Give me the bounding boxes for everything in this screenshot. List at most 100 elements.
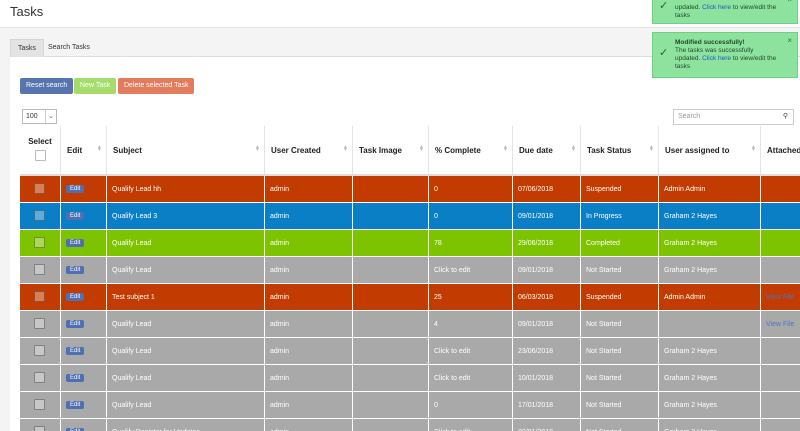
task-row: Edit Qualify Register for Updates admin Cli… bbox=[20, 418, 800, 431]
cell: 0 bbox=[428, 391, 513, 419]
cell-text: Graham 2 Hayes bbox=[664, 429, 717, 431]
cell-text: 23/06/2018 bbox=[518, 347, 554, 355]
cell-text[interactable]: 0 bbox=[434, 185, 438, 193]
cell-text[interactable]: Click to edit bbox=[434, 266, 471, 274]
cell-text: Suspended bbox=[586, 185, 622, 193]
cell: Suspended bbox=[580, 283, 659, 311]
cell-text[interactable]: 78 bbox=[434, 239, 442, 247]
edit-button[interactable]: Edit bbox=[66, 320, 85, 328]
cell: admin bbox=[264, 229, 353, 257]
task-row: Edit Qualify Lead hh admin 0 07/06/2018 Suspe… bbox=[20, 175, 800, 203]
cell bbox=[20, 310, 61, 338]
sort-icon: ▲ ▼ bbox=[751, 144, 756, 153]
checkbox[interactable] bbox=[34, 236, 45, 248]
cell: Graham 2 Hayes bbox=[658, 418, 761, 431]
button[interactable]: Reset search bbox=[20, 78, 74, 94]
cell bbox=[352, 418, 429, 431]
toast-link[interactable]: Click here bbox=[702, 4, 732, 11]
cell-text[interactable]: Click to edit bbox=[434, 347, 471, 355]
cell-text: admin bbox=[270, 347, 290, 355]
cell: 06/03/2018 bbox=[512, 283, 581, 311]
cell: Qualify Lead bbox=[106, 391, 265, 419]
button[interactable]: New Task bbox=[74, 78, 117, 94]
check-icon: ✓ bbox=[659, 0, 669, 12]
column-header: Due date ▲ ▼ bbox=[512, 126, 581, 176]
toast-link[interactable]: Click here bbox=[702, 55, 732, 62]
cell: View File bbox=[760, 310, 800, 338]
checkbox[interactable] bbox=[34, 150, 46, 161]
page-title: Tasks bbox=[10, 4, 44, 19]
tab[interactable]: Search Tasks bbox=[48, 44, 90, 51]
cell bbox=[352, 202, 429, 230]
cell-text[interactable]: Click to edit bbox=[434, 429, 470, 431]
cell bbox=[352, 391, 429, 419]
edit-button[interactable]: Edit bbox=[66, 185, 85, 193]
file-link[interactable]: View File bbox=[766, 320, 795, 328]
page-size-select[interactable]: 100 ⌄ bbox=[22, 109, 57, 124]
cell: 0 bbox=[428, 202, 513, 230]
close-icon[interactable]: × bbox=[787, 36, 792, 45]
check-icon: ✓ bbox=[659, 47, 669, 59]
cell: Not Started bbox=[580, 418, 659, 431]
cell-text[interactable]: Click to edit bbox=[434, 374, 471, 382]
cell: Admin Admin bbox=[658, 283, 761, 311]
cell-text[interactable]: 25 bbox=[434, 293, 442, 301]
column-title: Attached File 1 bbox=[767, 145, 800, 155]
edit-button[interactable]: Edit bbox=[66, 428, 85, 431]
checkbox[interactable] bbox=[34, 209, 45, 221]
cell: admin bbox=[264, 310, 353, 338]
cell: Graham 2 Hayes bbox=[658, 256, 761, 284]
task-row: Edit Qualify Lead admin 0 17/01/2018 Not Star… bbox=[20, 391, 800, 419]
cell: Graham 2 Hayes bbox=[658, 202, 761, 230]
checkbox[interactable] bbox=[34, 344, 45, 356]
cell: admin bbox=[264, 283, 353, 311]
cell-text[interactable]: 0 bbox=[434, 212, 438, 220]
checkbox[interactable] bbox=[34, 371, 45, 383]
cell: 78 bbox=[428, 229, 513, 257]
cell bbox=[352, 364, 429, 392]
cell bbox=[20, 364, 61, 392]
checkbox[interactable] bbox=[34, 425, 45, 431]
sort-icon: ▲ ▼ bbox=[419, 144, 424, 153]
column-title: Task Status bbox=[587, 145, 632, 155]
toast-text: to view/edit the tasks bbox=[675, 4, 777, 19]
column-title: % Complete bbox=[435, 145, 481, 155]
close-icon[interactable]: × bbox=[787, 0, 792, 4]
edit-button[interactable]: Edit bbox=[66, 212, 85, 220]
cell-text: Graham 2 Hayes bbox=[664, 347, 717, 355]
cell: Qualify Lead bbox=[106, 364, 265, 392]
cell-text: Not Started bbox=[586, 429, 621, 431]
cell: Edit bbox=[60, 229, 107, 257]
cell: Not Started bbox=[580, 391, 659, 419]
edit-button[interactable]: Edit bbox=[66, 347, 85, 355]
column-title: Subject bbox=[113, 145, 142, 155]
file-link[interactable]: View File bbox=[766, 293, 795, 301]
column-title: Edit bbox=[67, 145, 83, 155]
edit-button[interactable]: Edit bbox=[66, 401, 85, 409]
column-header: Attached File 1▲▼ bbox=[760, 126, 800, 176]
button[interactable]: Delete selected Task bbox=[118, 78, 195, 94]
cell-text[interactable]: 0 bbox=[434, 401, 438, 409]
checkbox[interactable] bbox=[34, 263, 45, 275]
cell bbox=[20, 283, 61, 311]
edit-button[interactable]: Edit bbox=[66, 374, 85, 382]
task-row: Edit Qualify Lead 3 admin 0 09/01/2018 In Pro… bbox=[20, 202, 800, 230]
checkbox[interactable] bbox=[34, 290, 45, 302]
tab[interactable]: Tasks bbox=[10, 39, 44, 57]
toast-body: updated. Click here to view/edit the tas… bbox=[675, 0, 779, 20]
column-header: User assigned to ▲ ▼ bbox=[658, 126, 761, 176]
cell: 17/01/2018 bbox=[512, 391, 581, 419]
cell-text: Qualify Lead bbox=[112, 401, 152, 409]
cell: Graham 2 Hayes bbox=[658, 391, 761, 419]
cell bbox=[20, 202, 61, 230]
cell-text[interactable]: 4 bbox=[434, 320, 438, 328]
checkbox[interactable] bbox=[34, 182, 45, 194]
search-input[interactable]: Search ⚲ bbox=[673, 109, 794, 125]
cell-text: Qualify Lead bbox=[112, 239, 152, 247]
edit-button[interactable]: Edit bbox=[66, 239, 85, 247]
cell-text: 07/06/2018 bbox=[518, 185, 554, 193]
edit-button[interactable]: Edit bbox=[66, 293, 85, 301]
checkbox[interactable] bbox=[34, 317, 45, 329]
checkbox[interactable] bbox=[34, 398, 45, 410]
edit-button[interactable]: Edit bbox=[66, 266, 85, 274]
